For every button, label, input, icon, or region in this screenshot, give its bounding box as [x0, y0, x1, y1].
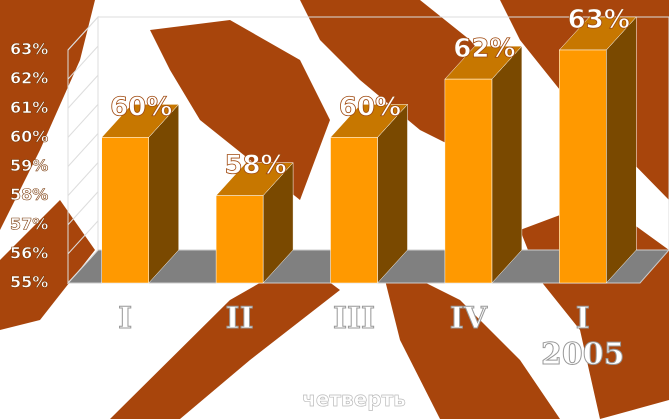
- grid-line: [67, 45, 99, 80]
- bar: [215, 161, 294, 284]
- bar-front: [330, 137, 378, 284]
- y-tick-label: 58%: [10, 185, 48, 204]
- x-tick-label: IV: [450, 301, 488, 336]
- x-axis-title: четверть: [302, 387, 406, 411]
- grid-line: [67, 249, 99, 284]
- value-label: 62%: [453, 34, 515, 64]
- grid-line: [67, 16, 99, 51]
- y-tick-label: 63%: [10, 40, 48, 59]
- y-tick-label: 61%: [10, 98, 48, 117]
- x-tick-label: I: [118, 301, 132, 336]
- y-tick-label: 55%: [10, 273, 48, 292]
- bar: [558, 16, 637, 284]
- value-label: 58%: [224, 151, 286, 181]
- bar: [444, 45, 523, 284]
- y-tick-label: 57%: [10, 214, 48, 233]
- value-label: 60%: [110, 92, 172, 122]
- bar-side: [606, 16, 637, 284]
- grid-line: [67, 162, 99, 196]
- grid-line: [67, 191, 99, 226]
- bar-front: [559, 49, 607, 284]
- y-tick-label: 56%: [10, 243, 48, 262]
- x-tick-label: II: [226, 301, 254, 336]
- value-label: 60%: [339, 92, 401, 122]
- grid-line: [67, 220, 99, 255]
- x-tick-label: III: [333, 301, 375, 336]
- bar: [329, 103, 409, 284]
- bar-front: [215, 195, 264, 284]
- value-label: 63%: [568, 5, 630, 35]
- bar-side: [491, 45, 523, 284]
- grid-line: [67, 104, 99, 138]
- bar-front: [101, 137, 149, 284]
- grid-line: [67, 74, 99, 109]
- y-tick-label: 59%: [10, 156, 48, 175]
- y-tick-label: 60%: [10, 127, 48, 146]
- grid-line: [67, 133, 99, 167]
- x-tick-label: I 2005: [541, 301, 625, 372]
- bar: [101, 103, 180, 284]
- bar-front: [444, 78, 493, 284]
- y-tick-label: 62%: [10, 69, 48, 88]
